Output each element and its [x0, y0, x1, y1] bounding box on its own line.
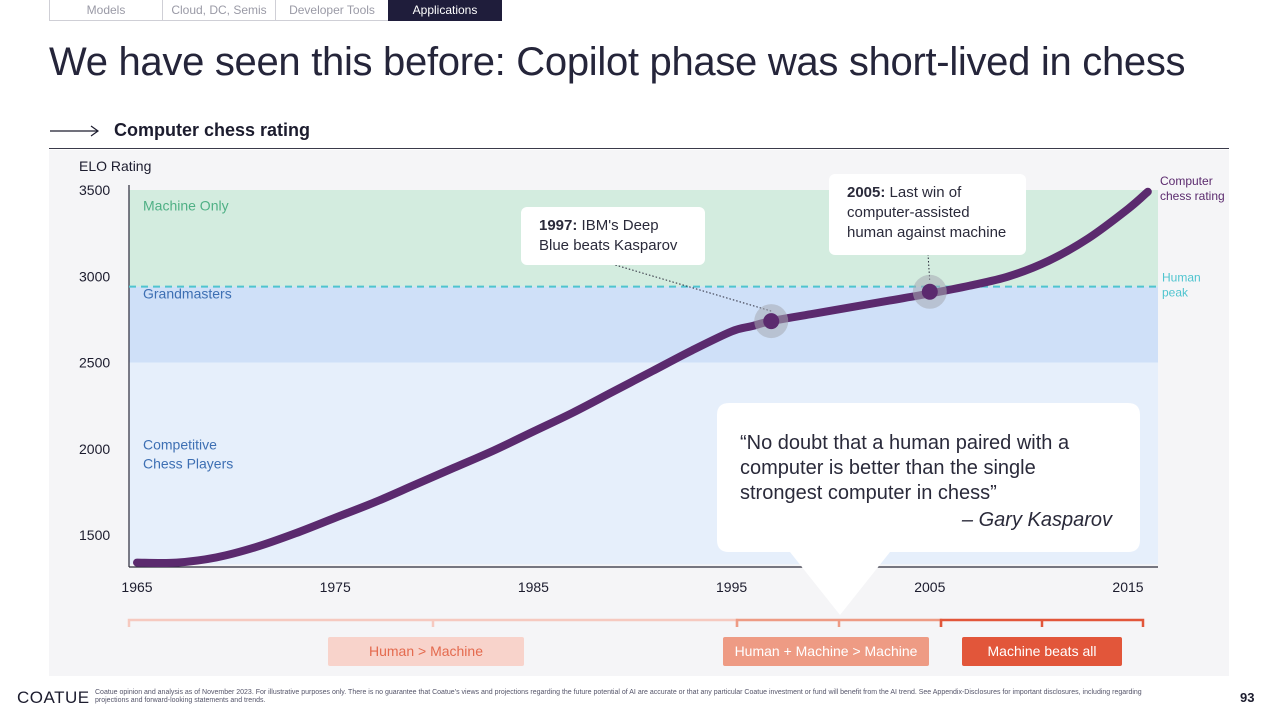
- section-label: Computer chess rating: [114, 120, 311, 140]
- nav-tabs: Models Cloud, DC, Semis Developer Tools …: [49, 0, 502, 21]
- band-grandmasters: [129, 286, 1158, 363]
- y-tick-label: 1500: [79, 527, 110, 543]
- y-tick-label: 3000: [79, 268, 110, 284]
- annotation-1997-marker: [763, 313, 780, 330]
- era-bracket: [127, 618, 739, 627]
- band-machine-only-label: Machine Only: [143, 198, 229, 214]
- annotation-2005-text: 2005: Last win of computer-assisted human …: [847, 184, 1006, 241]
- quote-attribution: – Gary Kasparov: [961, 509, 1113, 531]
- era-label: Machine beats all: [988, 643, 1097, 659]
- tab-applications[interactable]: Applications: [388, 0, 502, 21]
- x-tick-label: 1975: [320, 579, 351, 595]
- tab-developer-tools[interactable]: Developer Tools: [275, 0, 389, 21]
- footer-disclaimer: Coatue opinion and analysis as of Novemb…: [95, 689, 1142, 704]
- era-box: [723, 637, 929, 666]
- y-tick-label: 2500: [79, 355, 110, 371]
- era-label: Human + Machine > Machine: [735, 643, 918, 659]
- page-title: We have seen this before: Copilot phase …: [49, 40, 1186, 84]
- tab-models[interactable]: Models: [49, 0, 163, 21]
- era-box: [328, 637, 524, 666]
- human-peak-label: Human peak: [1162, 271, 1201, 300]
- tab-cloud-dc-semis[interactable]: Cloud, DC, Semis: [162, 0, 276, 21]
- section-header: Computer chess rating: [49, 118, 1229, 149]
- y-tick-label: 2000: [79, 441, 110, 457]
- annotation-1997-text: 1997: IBM's Deep Blue beats Kasparov: [539, 217, 678, 254]
- quote-text: “No doubt that a human paired with a comp…: [740, 432, 1070, 504]
- y-axis-title: ELO Rating: [79, 158, 151, 174]
- annotation-1997-box: [521, 207, 705, 265]
- era-bracket: [939, 618, 1145, 627]
- band-grandmasters-label: Grandmasters: [143, 286, 232, 302]
- x-tick-label: 1965: [121, 579, 152, 595]
- computer-rating-line: [133, 187, 1152, 567]
- computer-rating-label: Computer chess rating: [1160, 174, 1225, 203]
- annotation-2005-marker: [921, 283, 938, 300]
- era-bracket: [735, 618, 943, 627]
- coatue-logo: COATUE: [17, 688, 90, 707]
- annotation-2005-leader: [927, 253, 931, 282]
- x-tick-label: 2015: [1112, 579, 1143, 595]
- quote-bubble: [717, 403, 1140, 615]
- y-tick-label: 3500: [79, 182, 110, 198]
- x-tick-label: 1985: [518, 579, 549, 595]
- page-number: 93: [1240, 690, 1255, 705]
- x-tick-label: 2005: [914, 579, 945, 595]
- era-box: [962, 637, 1122, 666]
- era-label: Human > Machine: [369, 643, 483, 659]
- annotation-2005-box: [829, 174, 1026, 255]
- band-competitive-players-label: Competitive Chess Players: [143, 437, 233, 472]
- x-tick-label: 1995: [716, 579, 747, 595]
- arrow-right-icon: [50, 125, 100, 137]
